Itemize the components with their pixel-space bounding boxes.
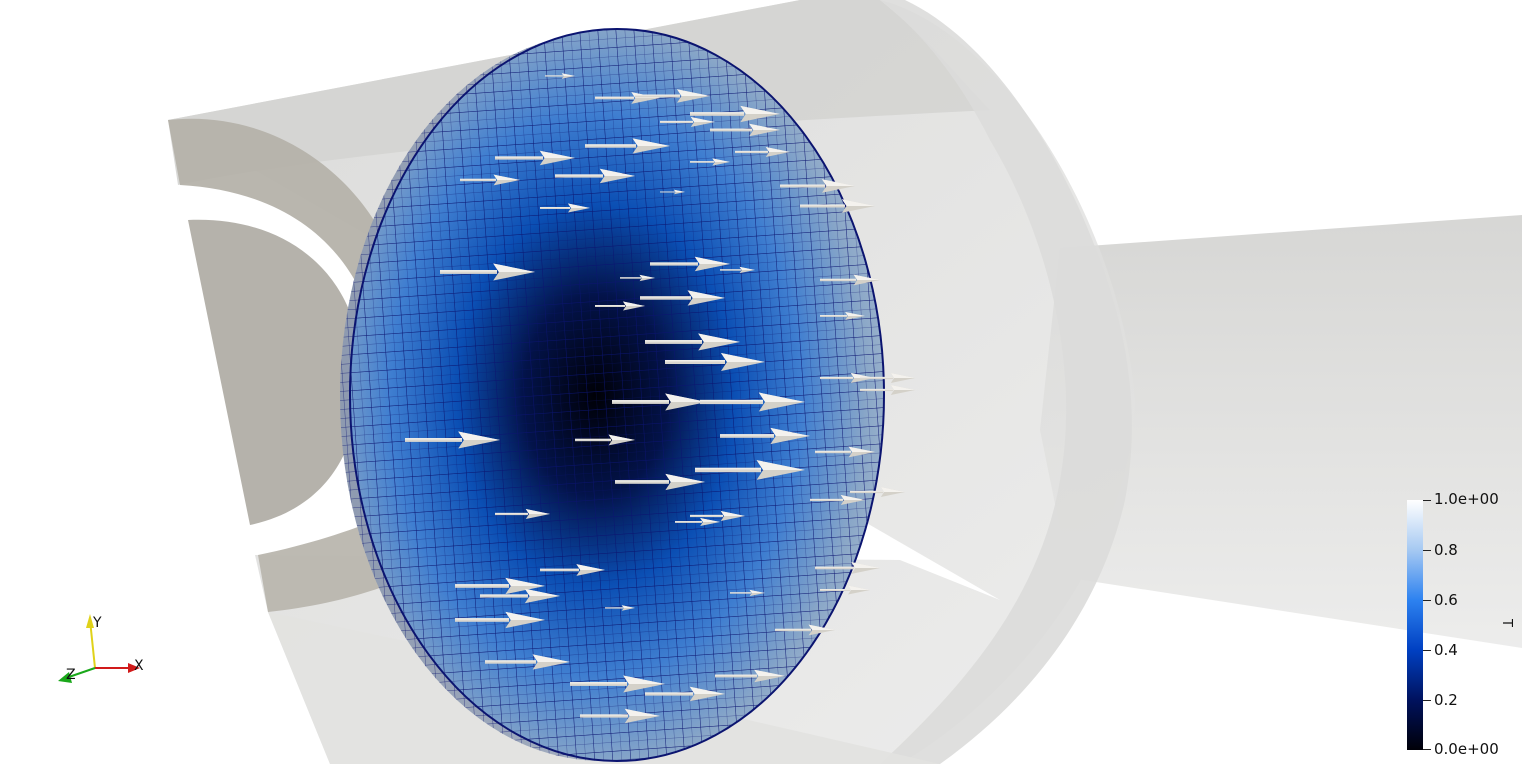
x-axis-arrowhead (128, 663, 140, 673)
z-axis-label: Z (66, 667, 76, 683)
y-axis-arrowhead (86, 614, 94, 628)
z-axis-line (65, 667, 96, 679)
scalar-bar-tick-label: 0.8 (1434, 541, 1458, 559)
scalar-bar-tick-label: 0.6 (1434, 591, 1458, 609)
z-axis-arrowhead (58, 672, 72, 683)
inlet-piece-upper (168, 118, 380, 290)
scalar-bar-tick-label: 0.2 (1434, 691, 1458, 709)
orientation-axes[interactable]: Y X Z (58, 614, 144, 683)
scalar-bar-tick-label: 0.0e+00 (1434, 740, 1499, 758)
scalar-bar-tick-label: 0.4 (1434, 641, 1458, 659)
inlet-piece-left (188, 219, 361, 525)
scalar-bar[interactable] (1407, 500, 1423, 750)
y-axis-label: Y (92, 615, 102, 631)
scalar-bar-gradient (1407, 500, 1423, 750)
outlet-pipe (1040, 215, 1522, 648)
scalar-bar-tick-label: 1.0e+00 (1434, 490, 1499, 508)
x-axis-label: X (134, 658, 144, 674)
housing-flange (880, 0, 1132, 764)
scalar-bar-title: T (1499, 619, 1514, 627)
disk-face (349, 28, 885, 762)
